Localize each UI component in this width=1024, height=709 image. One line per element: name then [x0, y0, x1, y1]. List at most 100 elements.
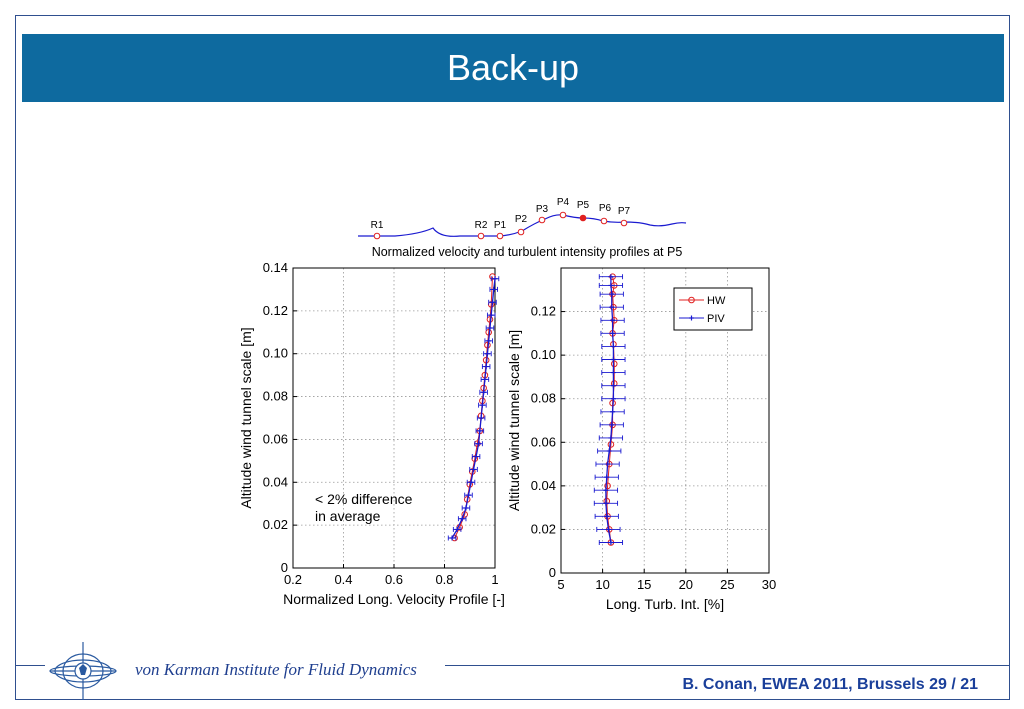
station-marker — [559, 211, 567, 219]
data-point-piv — [484, 351, 490, 357]
data-point-piv — [487, 325, 493, 331]
y-tick-label: 0.02 — [531, 521, 556, 536]
data-point-piv — [610, 317, 616, 323]
data-point-piv — [610, 357, 616, 362]
vki-logo — [49, 642, 117, 700]
data-point-piv — [479, 402, 485, 408]
footer-rule — [445, 665, 1010, 666]
series-line-piv — [605, 276, 615, 543]
x-tick-label: 0.8 — [435, 572, 453, 587]
data-point-piv — [477, 428, 483, 434]
data-point-piv — [609, 422, 615, 428]
x-tick-label: 0.4 — [334, 572, 352, 587]
slide-frame — [15, 15, 1010, 700]
series-line-piv — [451, 278, 496, 539]
station-label: P5 — [577, 200, 590, 211]
data-point-piv — [610, 409, 616, 415]
data-point-piv — [489, 299, 495, 305]
x-axis-label: Normalized Long. Velocity Profile [-] — [283, 591, 505, 607]
x-axis-label: Long. Turb. Int. [%] — [606, 596, 724, 612]
station-label: P4 — [557, 197, 570, 208]
series-line-hw — [454, 276, 493, 539]
station-label: P3 — [536, 204, 549, 215]
data-point-piv — [605, 461, 611, 467]
institute-name: von Karman Institute for Fluid Dynamics — [135, 660, 417, 679]
y-tick-label: 0.06 — [263, 431, 288, 446]
station-marker — [373, 232, 381, 240]
x-tick-label: 10 — [595, 577, 609, 592]
data-point-piv — [610, 343, 616, 349]
citation: B. Conan, EWEA 2011, Brussels 29 / 21 — [682, 676, 978, 693]
data-point-piv — [608, 435, 614, 441]
data-point-piv — [463, 505, 469, 511]
x-tick-label: 15 — [637, 577, 651, 592]
plot-frame — [292, 267, 496, 569]
data-point-hw — [610, 380, 618, 387]
y-tick-label: 0.14 — [263, 260, 288, 275]
terrain-sketch: R1 R2 P1 P2 P3 P4 P5 P6 P7 — [358, 197, 687, 240]
data-point-piv — [608, 282, 614, 288]
y-tick-label: 0.12 — [531, 304, 556, 319]
y-tick-label: 0 — [549, 565, 556, 580]
data-point-piv — [486, 338, 492, 344]
data-point-piv — [604, 474, 610, 480]
plot-frame — [560, 267, 770, 574]
y-tick-label: 0.12 — [263, 303, 288, 318]
legend-label: HW — [707, 295, 726, 307]
x-tick-label: 5 — [557, 577, 564, 592]
legend-box — [673, 287, 753, 331]
data-point-piv — [482, 376, 488, 382]
footer-rule — [15, 665, 45, 666]
data-point-piv — [488, 312, 494, 318]
station-marker — [496, 232, 504, 240]
data-point-hw — [604, 482, 611, 490]
x-tick-label: 1 — [491, 572, 498, 587]
data-point-piv — [603, 487, 609, 493]
station-marker — [579, 214, 587, 222]
data-point-piv — [459, 516, 465, 522]
annotation-line: < 2% difference — [315, 491, 413, 507]
station-marker — [620, 219, 628, 227]
y-tick-label: 0.04 — [531, 478, 556, 493]
data-point-piv — [605, 526, 611, 532]
x-tick-label: 25 — [720, 577, 734, 592]
station-label: R1 — [371, 220, 384, 231]
annotation: < 2% difference in average — [315, 491, 413, 524]
station-label: P7 — [618, 206, 631, 217]
station-label: P6 — [599, 203, 612, 214]
data-point-piv — [610, 383, 616, 389]
station-marker — [538, 216, 546, 224]
station-marker — [600, 217, 608, 225]
y-tick-label: 0.08 — [263, 389, 288, 404]
data-point-piv — [610, 330, 616, 336]
data-point-piv — [606, 448, 612, 454]
station-marker — [517, 228, 525, 236]
data-point-piv — [468, 479, 474, 485]
turbulence-intensity-chart: 5 10 15 20 25 30 0 0.02 0.04 0.06 0.08 0.10 0.12 Long… — [506, 267, 776, 612]
data-point-piv — [454, 526, 460, 532]
data-point-piv — [609, 291, 615, 297]
data-point-piv — [483, 364, 489, 370]
station-label: R2 — [475, 220, 488, 231]
data-point-piv — [610, 396, 616, 402]
y-axis-label: Altitude wind tunnel scale [m] — [506, 330, 522, 511]
x-tick-label: 20 — [679, 577, 693, 592]
data-point-hw — [603, 497, 611, 505]
data-point-piv — [608, 540, 614, 545]
y-tick-label: 0.10 — [531, 347, 556, 362]
data-point-piv — [603, 500, 609, 506]
data-point-piv — [473, 454, 479, 460]
data-point-piv — [465, 492, 471, 498]
y-tick-label: 0 — [281, 560, 288, 575]
x-tick-label: 0.2 — [284, 572, 302, 587]
slide-title: Back-up — [446, 47, 580, 88]
legend-label: PIV — [707, 313, 725, 325]
data-point-hw — [610, 360, 618, 368]
x-tick-label: 0.6 — [385, 572, 403, 587]
data-point-piv — [604, 513, 610, 519]
data-point-piv — [471, 466, 477, 472]
velocity-profile-chart: 0.2 0.4 0.6 0.8 1 0 0.02 0.04 0.06 0.08 0.10 0.12 0.… — [238, 260, 505, 607]
data-point-piv — [449, 535, 455, 541]
legend-marker — [688, 296, 695, 304]
